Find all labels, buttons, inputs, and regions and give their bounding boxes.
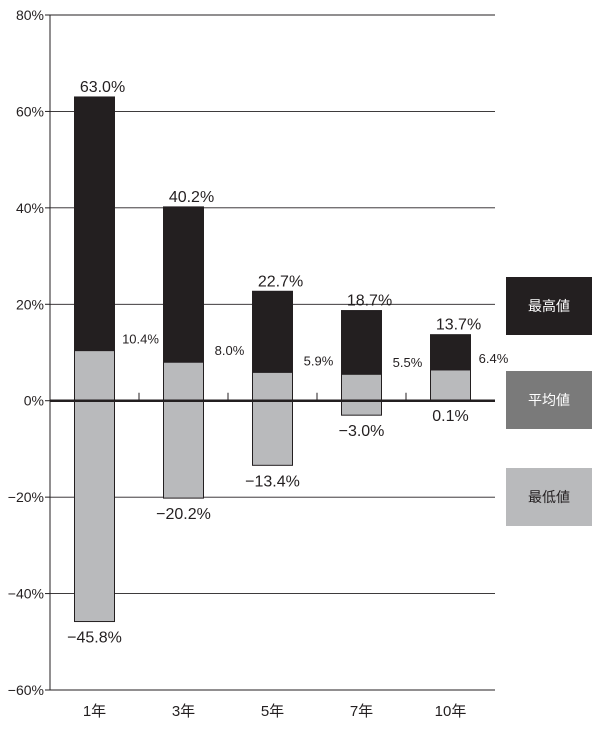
y-tick-label: −60% — [8, 682, 44, 698]
y-tick-label: 40% — [16, 200, 44, 216]
bar-low — [341, 373, 382, 416]
legend-avg-label: 平均値 — [528, 392, 570, 408]
bar-high — [163, 206, 204, 363]
y-tick-label: 80% — [16, 7, 44, 23]
y-tick-label: 20% — [16, 296, 44, 312]
y-tick-label: 60% — [16, 103, 44, 119]
low-label: −13.4% — [245, 473, 300, 490]
bar-low — [430, 369, 471, 401]
x-tick-label: 1年 — [83, 703, 106, 720]
y-tick-label: −20% — [8, 489, 44, 505]
bar-high — [252, 290, 293, 373]
high-label: 18.7% — [347, 293, 392, 310]
bar-high — [430, 334, 471, 371]
legend-high-label: 最高値 — [528, 298, 570, 314]
avg-label: 10.4% — [122, 332, 159, 347]
legend-avg: 平均値 — [506, 371, 592, 429]
high-label: 22.7% — [258, 273, 303, 290]
x-tick-label: 3年 — [172, 703, 195, 720]
low-label: −20.2% — [156, 506, 211, 523]
avg-label: 6.4% — [479, 351, 509, 366]
low-label: 0.1% — [432, 408, 468, 425]
high-label: 13.7% — [436, 317, 481, 334]
x-tick-label: 7年 — [350, 703, 373, 720]
legend-low-label: 最低値 — [528, 489, 570, 505]
bar-low — [74, 350, 115, 623]
legend-low: 最低値 — [506, 468, 592, 526]
legend-high: 最高値 — [506, 277, 592, 335]
bar-high — [341, 310, 382, 375]
x-tick-label: 10年 — [435, 703, 467, 720]
avg-label: 5.9% — [304, 353, 334, 368]
low-label: −3.0% — [339, 423, 385, 440]
y-tick-label: 0% — [24, 393, 44, 409]
y-tick-label: −40% — [8, 586, 44, 602]
avg-label: 5.5% — [393, 355, 423, 370]
avg-label: 8.0% — [215, 343, 245, 358]
x-tick-label: 5年 — [261, 703, 284, 720]
bar-high — [74, 96, 115, 352]
high-label: 63.0% — [80, 79, 125, 96]
bar-low — [163, 361, 204, 499]
high-label: 40.2% — [169, 189, 214, 206]
low-label: −45.8% — [67, 630, 122, 647]
bar-low — [252, 371, 293, 466]
